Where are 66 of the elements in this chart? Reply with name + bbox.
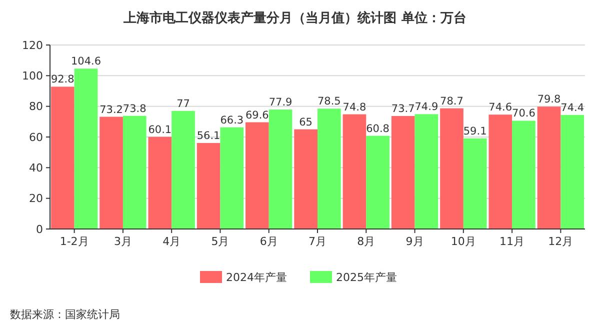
bar [488, 114, 512, 229]
y-tick-label: 60 [29, 130, 43, 144]
bar [220, 127, 244, 229]
data-label: 66.3 [220, 114, 244, 126]
bar [100, 116, 123, 229]
source-note: 数据来源：国家统计局 [10, 308, 120, 321]
data-label: 77 [176, 98, 190, 110]
y-tick-label: 20 [29, 192, 43, 206]
chart-title: 上海市电工仪器仪表产量分月（当月值）统计图 单位：万台 [122, 10, 466, 26]
x-tick-label: 11月 [500, 235, 525, 248]
y-tick-label: 0 [36, 222, 43, 236]
bar [50, 86, 74, 229]
x-tick-label: 10月 [450, 235, 476, 248]
x-tick-label: 4月 [162, 235, 181, 248]
bar [268, 110, 292, 229]
bar [74, 68, 98, 229]
data-label: 77.9 [268, 96, 292, 109]
data-label: 78.7 [440, 95, 464, 108]
data-label: 73.7 [391, 102, 415, 115]
bar [391, 116, 415, 229]
x-tick-label: 12月 [548, 235, 574, 248]
data-label: 65 [299, 116, 313, 128]
data-label: 74.4 [560, 102, 584, 114]
bar [294, 129, 318, 229]
y-tick-label: 40 [29, 162, 43, 175]
data-label: 70.6 [512, 108, 536, 120]
bar [440, 108, 464, 229]
data-label: 92.8 [50, 74, 74, 86]
y-tick-label: 100 [22, 70, 43, 83]
data-label: 104.6 [70, 56, 102, 68]
bar [196, 142, 220, 229]
x-tick-label: 7月 [308, 235, 326, 248]
x-tick-label: 6月 [260, 235, 278, 248]
bar [148, 136, 172, 229]
x-tick-label: 5月 [211, 235, 230, 248]
data-label: 73.8 [122, 102, 146, 115]
y-tick-label: 120 [22, 38, 43, 52]
bar [560, 114, 584, 229]
data-label: 78.5 [317, 96, 341, 108]
bar [537, 106, 561, 229]
bar [172, 110, 195, 229]
data-label: 74.6 [488, 102, 512, 114]
x-tick-label: 3月 [114, 235, 132, 248]
data-label: 74.9 [414, 101, 438, 114]
y-tick-label: 80 [29, 100, 43, 114]
x-tick-label: 1-2月 [60, 235, 89, 248]
bar [512, 120, 536, 229]
legend-label: 2025年产量 [336, 270, 397, 284]
x-tick-label: 8月 [357, 235, 376, 248]
data-label: 79.8 [537, 94, 561, 106]
bar [122, 116, 146, 229]
data-label: 59.1 [463, 125, 487, 138]
bar [318, 108, 341, 229]
data-label: 74.8 [342, 101, 366, 114]
data-label: 73.2 [100, 104, 123, 116]
legend-label: 2024年产量 [226, 270, 287, 284]
bar [414, 114, 438, 229]
bar [342, 114, 366, 229]
data-label: 69.6 [245, 109, 270, 122]
bar [463, 138, 487, 229]
x-tick-label: 9月 [406, 235, 424, 248]
data-label: 60.8 [366, 122, 390, 135]
bar [366, 136, 390, 229]
bar [246, 122, 269, 229]
data-label: 60.1 [148, 124, 172, 136]
data-label: 56.1 [196, 130, 220, 142]
